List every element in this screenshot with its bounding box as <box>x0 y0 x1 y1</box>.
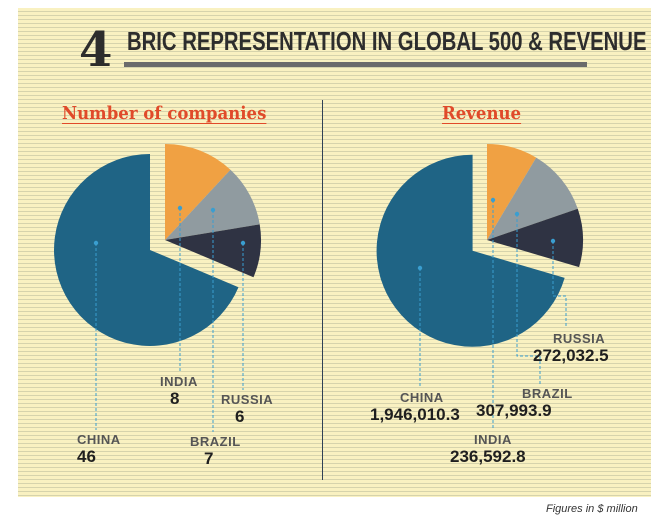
category-label: INDIA <box>474 432 512 447</box>
section-number: 4 <box>79 22 112 78</box>
category-label: CHINA <box>77 432 121 447</box>
leader-lines <box>93 197 567 432</box>
category-label: BRAZIL <box>190 434 241 449</box>
leader-line-brazil-revenue <box>516 214 541 384</box>
category-label: RUSSIA <box>221 392 274 407</box>
data-label: 236,592.8 <box>450 447 526 466</box>
data-label: 46 <box>77 447 96 466</box>
label-india-revenue: INDIA 236,592.8 <box>450 432 526 467</box>
pie-chart-companies <box>54 144 261 346</box>
label-china-revenue: CHINA 1,946,010.3 <box>370 390 460 425</box>
data-label: 8 <box>170 389 180 408</box>
data-label: 272,032.5 <box>533 346 609 365</box>
pie-slice-india-revenue <box>487 144 537 240</box>
leader-dot-brazil-companies <box>210 207 216 213</box>
category-label: INDIA <box>160 374 198 389</box>
pie-chart-revenue <box>376 144 583 347</box>
page-title: BRIC REPRESENTATION IN GLOBAL 500 & REVE… <box>127 26 647 56</box>
label-russia-companies: RUSSIA 6 <box>221 392 273 427</box>
label-india-companies: INDIA 8 <box>160 374 198 409</box>
pie-slice-brazil-companies <box>165 169 260 240</box>
chart-title-revenue: Revenue <box>442 103 522 124</box>
pie-slice-china-revenue <box>376 154 565 347</box>
leader-dot-china-revenue <box>417 265 423 271</box>
label-china-companies: CHINA 46 <box>77 432 121 467</box>
leader-dot-russia-companies <box>240 240 246 246</box>
category-label: RUSSIA <box>553 331 606 346</box>
data-label: 6 <box>235 407 245 426</box>
leader-line-russia-revenue <box>552 241 567 328</box>
leader-dot-india-companies <box>177 205 183 211</box>
pie-slice-russia-revenue <box>487 208 583 268</box>
data-label: 307,993.9 <box>476 401 552 420</box>
category-label: CHINA <box>400 390 444 405</box>
pie-slice-china-companies <box>54 153 239 346</box>
pie-slice-brazil-revenue <box>487 157 578 240</box>
data-label: 1,946,010.3 <box>370 405 460 424</box>
leader-dot-india-revenue <box>490 197 496 203</box>
leader-dot-russia-revenue <box>550 238 556 244</box>
title-rule <box>124 62 587 67</box>
label-brazil-companies: BRAZIL 7 <box>190 434 241 469</box>
data-label: 7 <box>204 449 214 468</box>
pie-slice-india-companies <box>165 144 231 240</box>
label-russia-revenue: RUSSIA 272,032.5 <box>533 331 609 366</box>
label-brazil-revenue: BRAZIL 307,993.9 <box>476 386 573 421</box>
leader-dot-china-companies <box>93 240 99 246</box>
footnote: Figures in $ million <box>546 503 638 515</box>
chart-title-companies: Number of companies <box>62 103 267 124</box>
chart-divider <box>322 100 323 480</box>
category-label: BRAZIL <box>522 386 573 401</box>
leader-dot-brazil-revenue <box>514 211 520 217</box>
